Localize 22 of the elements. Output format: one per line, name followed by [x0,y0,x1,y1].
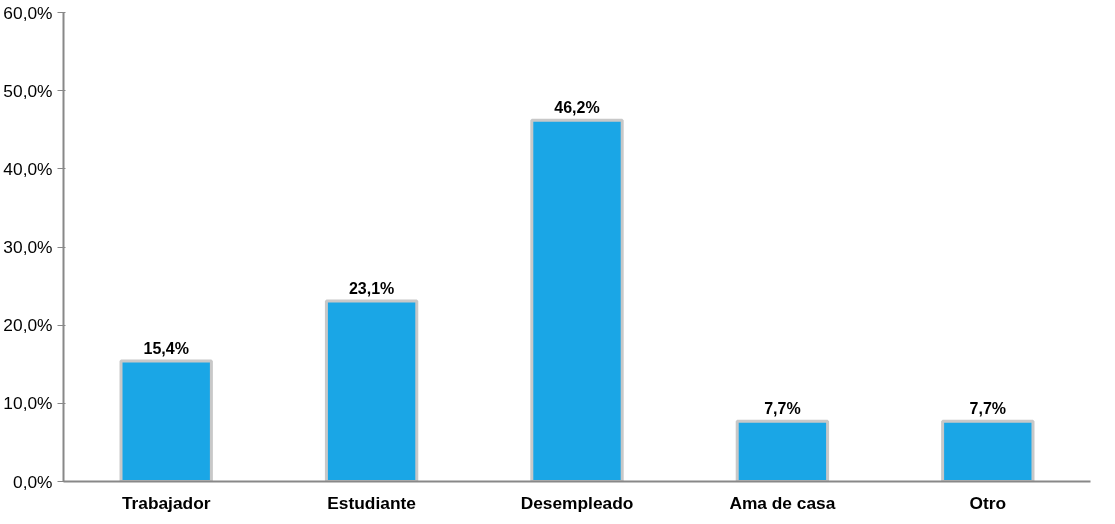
bar [324,299,419,482]
x-tick-label: Otro [969,492,1007,513]
data-label: 23,1% [348,279,395,297]
y-tick-label: 20,0% [3,315,53,336]
data-label: 7,7% [764,400,801,418]
y-tick-label: 0,0% [13,471,53,492]
y-tick-label: 10,0% [3,393,53,414]
y-tick-label: 30,0% [3,237,53,257]
bar [530,118,624,482]
data-label: 7,7% [969,400,1007,418]
x-tick-label: Ama de casa [729,492,836,513]
bar [941,419,1035,482]
bar [735,419,830,482]
y-tick-label: 50,0% [3,80,53,101]
data-label: 46,2% [554,99,600,117]
bar [119,359,213,482]
x-tick-label: Trabajador [121,492,211,513]
x-tick-label: Estudiante [327,492,417,513]
x-tick-label: Desempleado [520,492,634,513]
data-label: 15,4% [143,340,189,358]
y-tick-label: 40,0% [3,158,53,179]
y-tick-label: 60,0% [3,2,53,23]
